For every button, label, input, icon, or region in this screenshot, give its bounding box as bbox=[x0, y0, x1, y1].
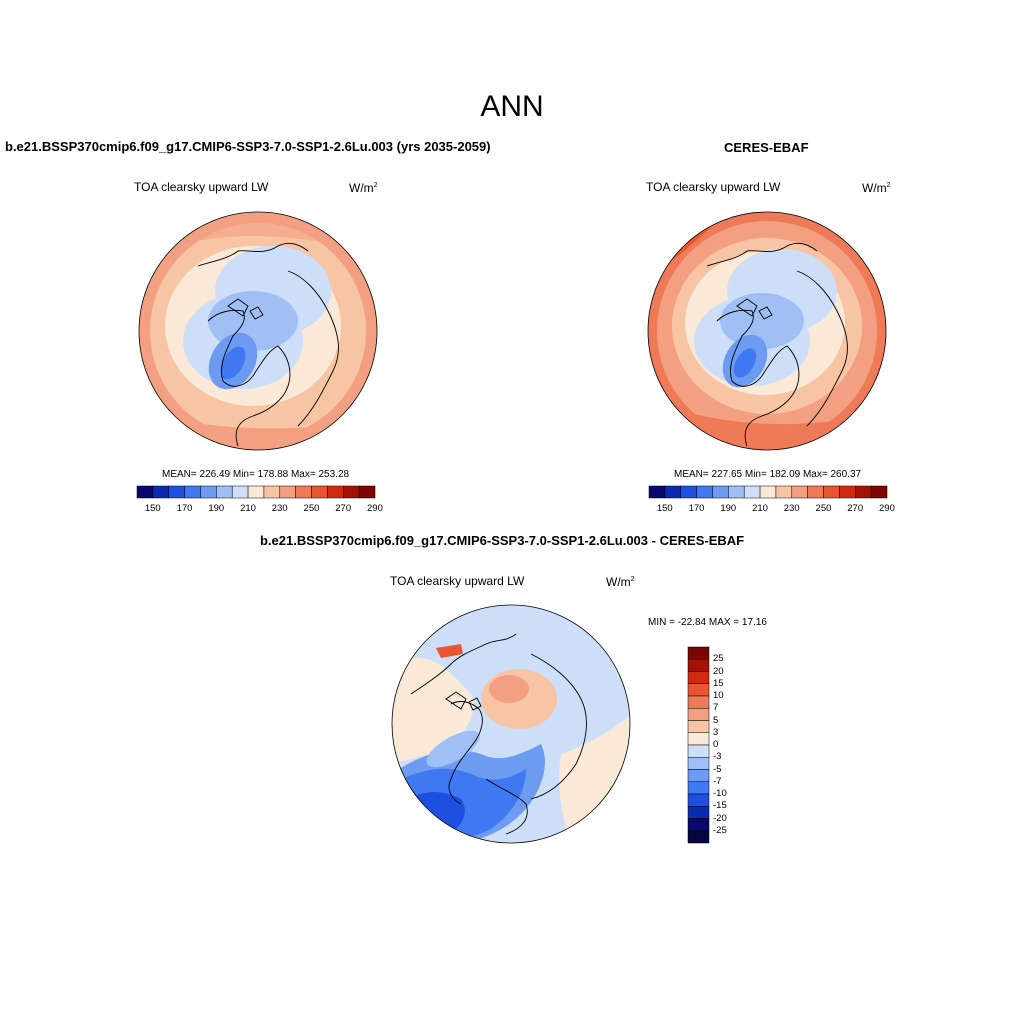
panel2-colorbar-box bbox=[870, 485, 888, 499]
panel2-colorbar-box bbox=[807, 485, 824, 499]
panel3-colorbar-box bbox=[687, 732, 710, 746]
panel1-colorbar-box bbox=[136, 485, 154, 499]
panel3-colorbar-tick-label: -10 bbox=[713, 788, 727, 799]
panel1-polar-map bbox=[138, 211, 378, 451]
panel2-colorbar-box bbox=[823, 485, 840, 499]
panel2-colorbar-box bbox=[759, 485, 777, 499]
panel2-colorbar-tick-label: 230 bbox=[783, 503, 800, 514]
panel2-colorbar-box bbox=[680, 485, 697, 499]
panel3-units: W/m2 bbox=[606, 575, 635, 589]
panel3-colorbar-tick-label: -25 bbox=[713, 824, 727, 836]
panel3-colorbar-box bbox=[687, 744, 710, 758]
panel2-variable: TOA clearsky upward LW bbox=[646, 180, 781, 194]
panel1-colorbar-box bbox=[311, 485, 328, 499]
panel3-colorbar-tick-label: -7 bbox=[713, 775, 722, 787]
panel3-colorbar-box bbox=[687, 806, 710, 819]
panel1-colorbar-box bbox=[216, 485, 233, 499]
panel3-colorbar-box bbox=[687, 646, 710, 660]
panel2-colorbar-box bbox=[743, 485, 761, 499]
panel3-colorbar-tick-label: -20 bbox=[713, 812, 727, 824]
panel1-colorbar-tick-label: 270 bbox=[335, 503, 352, 514]
panel1-colorbar-tick-label: 150 bbox=[144, 503, 161, 514]
panel3-colorbar bbox=[687, 646, 710, 844]
panel1-colorbar-box bbox=[295, 485, 312, 499]
panel2-title: CERES-EBAF bbox=[724, 140, 809, 155]
panel3-stats: MIN = -22.84 MAX = 17.16 bbox=[648, 617, 767, 628]
panel1-colorbar-box bbox=[200, 485, 217, 499]
panel1-colorbar-box bbox=[152, 485, 169, 499]
panel2-colorbar-box bbox=[791, 485, 808, 499]
panel2-units: W/m2 bbox=[862, 181, 891, 195]
panel3-colorbar-box bbox=[687, 769, 710, 782]
panel1-colorbar-tick-label: 210 bbox=[240, 503, 256, 514]
panel2-colorbar-box bbox=[648, 485, 666, 499]
panel2-colorbar bbox=[648, 485, 888, 499]
panel3-polar-map bbox=[391, 604, 631, 844]
panel2-colorbar-tick-label: 150 bbox=[656, 503, 673, 514]
panel3-colorbar-labels: 25 20 15 10 7 5 3 0 -3 -5 -7 -10 -15 -20 -25 bbox=[713, 647, 743, 843]
panel3-colorbar-box bbox=[687, 695, 710, 709]
panel3-colorbar-box bbox=[687, 683, 710, 697]
panel3-colorbar-box bbox=[687, 818, 710, 831]
panel3-colorbar-box bbox=[687, 830, 710, 844]
panel2-colorbar-tick-label: 290 bbox=[879, 503, 895, 514]
panel3-colorbar-tick-label: 7 bbox=[713, 702, 719, 714]
panel1-colorbar-tick-label: 250 bbox=[303, 503, 320, 514]
panel1-colorbar-box bbox=[343, 485, 360, 499]
panel1-colorbar-tick-label: 190 bbox=[208, 503, 225, 514]
panel2-colorbar-tick-label: 190 bbox=[720, 503, 737, 514]
panel1-variable: TOA clearsky upward LW bbox=[134, 180, 269, 194]
panel1-colorbar-box bbox=[279, 485, 296, 499]
panel3-colorbar-box bbox=[687, 793, 710, 807]
panel3-colorbar-box bbox=[687, 781, 710, 795]
panel2-colorbar-box bbox=[775, 485, 793, 499]
panel3-colorbar-box bbox=[687, 671, 710, 684]
panel3-colorbar-tick-label: 0 bbox=[713, 739, 719, 750]
panel3-colorbar-tick-label: -5 bbox=[713, 763, 722, 775]
panel2-colorbar-box bbox=[712, 485, 729, 499]
panel1-colorbar-box bbox=[358, 485, 376, 499]
panel1-title: b.e21.BSSP370cmip6.f09_g17.CMIP6-SSP3-7.… bbox=[5, 139, 491, 154]
panel3-colorbar-box bbox=[687, 708, 710, 721]
panel1-colorbar-labels: 150 170 190 210 230 250 270 290 bbox=[137, 503, 383, 515]
panel1-colorbar-box bbox=[184, 485, 201, 499]
panel1-colorbar-tick-label: 170 bbox=[176, 503, 193, 514]
panel2-colorbar-box bbox=[839, 485, 856, 499]
panel2-colorbar-tick-label: 270 bbox=[847, 503, 864, 514]
panel2-colorbar-box bbox=[728, 485, 745, 499]
panel2-colorbar-labels: 150 170 190 210 230 250 270 290 bbox=[649, 503, 895, 515]
panel3-colorbar-tick-label: 20 bbox=[713, 665, 724, 677]
panel3-colorbar-tick-label: -3 bbox=[713, 751, 722, 763]
panel1-colorbar-box bbox=[327, 485, 344, 499]
panel2-stats: MEAN= 227.65 Min= 182.09 Max= 260.37 bbox=[674, 469, 862, 480]
panel2-colorbar-box bbox=[855, 485, 872, 499]
panel3-colorbar-tick-label: 15 bbox=[713, 677, 724, 689]
panel3-colorbar-box bbox=[687, 757, 710, 770]
panel1-units: W/m2 bbox=[349, 181, 378, 195]
panel3-colorbar-tick-label: -15 bbox=[713, 800, 727, 812]
panel3-colorbar-box bbox=[687, 659, 710, 672]
main-title: ANN bbox=[480, 90, 544, 123]
panel3-colorbar-tick-label: 10 bbox=[713, 690, 724, 701]
panel1-stats: MEAN= 226.49 Min= 178.88 Max= 253.28 bbox=[162, 469, 350, 480]
panel3-title: b.e21.BSSP370cmip6.f09_g17.CMIP6-SSP3-7.… bbox=[260, 533, 745, 548]
panel1-colorbar-box bbox=[247, 485, 265, 499]
panel3-colorbar-tick-label: 25 bbox=[713, 653, 724, 665]
panel3-variable: TOA clearsky upward LW bbox=[390, 574, 525, 588]
panel2-polar-map bbox=[647, 211, 887, 451]
panel2-colorbar-tick-label: 210 bbox=[752, 503, 768, 514]
panel1-colorbar-tick-label: 230 bbox=[271, 503, 288, 514]
panel2-colorbar-tick-label: 250 bbox=[815, 503, 832, 514]
panel1-colorbar-box bbox=[168, 485, 185, 499]
panel2-colorbar-box bbox=[696, 485, 713, 499]
panel1-colorbar bbox=[136, 485, 376, 499]
panel1-colorbar-box bbox=[231, 485, 249, 499]
panel3-colorbar-tick-label: 3 bbox=[713, 726, 719, 738]
panel2-colorbar-box bbox=[664, 485, 681, 499]
panel2-colorbar-tick-label: 170 bbox=[688, 503, 705, 514]
panel1-colorbar-box bbox=[263, 485, 281, 499]
panel3-colorbar-tick-label: 5 bbox=[713, 714, 719, 726]
panel3-colorbar-box bbox=[687, 720, 710, 733]
panel1-colorbar-tick-label: 290 bbox=[367, 503, 383, 514]
